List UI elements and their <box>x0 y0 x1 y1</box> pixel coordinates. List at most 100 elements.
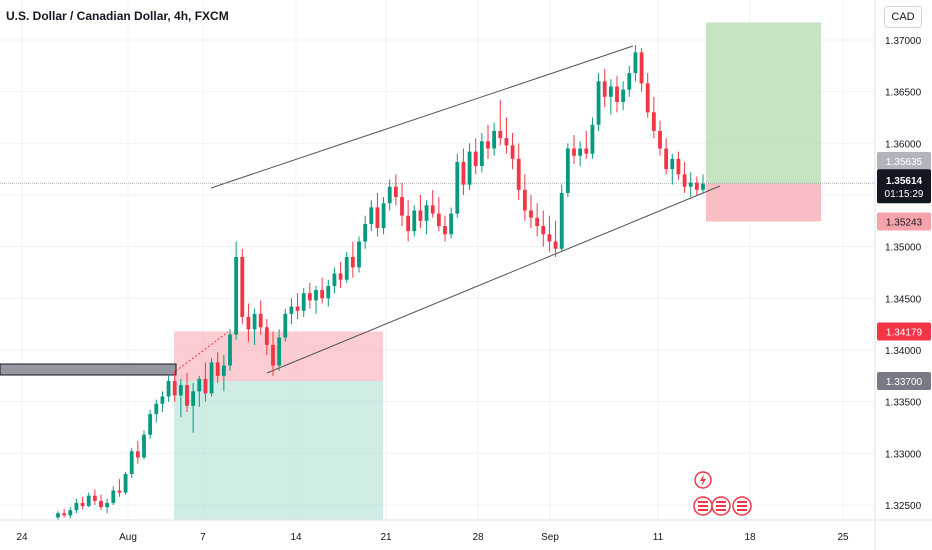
candle-body <box>92 495 97 501</box>
candle-body <box>332 273 337 286</box>
candle-body <box>572 148 576 156</box>
candle-body <box>664 148 669 170</box>
candle-body <box>160 396 165 404</box>
candle-body <box>197 378 202 392</box>
candle-body <box>295 306 300 311</box>
candle-body <box>596 81 601 125</box>
candle-body <box>621 89 626 102</box>
countdown-label: 01:15:29 <box>885 189 924 200</box>
flag-stripe <box>737 509 747 511</box>
x-tick-label: 11 <box>653 532 664 543</box>
flag-stripe <box>698 501 708 503</box>
candle-body <box>553 241 558 249</box>
candle-body <box>633 52 638 74</box>
price-label-badge <box>877 212 931 231</box>
flag-stripe <box>716 509 726 511</box>
flag-stripe <box>716 501 726 503</box>
candle-body <box>584 148 589 154</box>
candle-body <box>694 182 699 190</box>
candle-body <box>682 174 687 187</box>
candle-body <box>670 158 675 170</box>
candle-body <box>80 502 85 507</box>
candle-body <box>418 210 423 221</box>
candle-body <box>264 327 269 345</box>
candle-body <box>320 290 325 299</box>
support-zone <box>0 363 177 376</box>
candle-body <box>148 414 153 435</box>
candle-body <box>443 226 447 235</box>
last-price-label: 1.35614 <box>886 176 923 187</box>
candle-body <box>461 161 466 185</box>
candle-body <box>375 207 380 229</box>
candle-body <box>615 86 619 102</box>
y-tick-label: 1.32500 <box>885 501 922 512</box>
candle-body <box>215 362 220 376</box>
candle-body <box>455 161 460 214</box>
x-tick-label: 18 <box>744 532 756 543</box>
candle-body <box>504 138 509 146</box>
candle-body <box>541 226 546 235</box>
candle-body <box>357 241 361 268</box>
x-tick-label: 14 <box>290 532 302 543</box>
candle-body <box>535 217 540 226</box>
x-tick-label: 7 <box>200 532 206 543</box>
candle-body <box>252 313 257 330</box>
candle-body <box>314 290 318 301</box>
currency-button[interactable]: CAD <box>884 6 922 28</box>
candle-body <box>271 344 275 366</box>
candle-body <box>522 189 527 211</box>
candle-body <box>449 213 454 235</box>
candle-body <box>424 205 429 221</box>
candle-body <box>301 293 306 311</box>
candle-body <box>344 257 349 280</box>
stop-loss-label: 1.35243 <box>886 218 923 229</box>
candle-body <box>479 141 484 167</box>
x-tick-label: 21 <box>380 532 392 543</box>
candle-body <box>307 293 312 301</box>
y-tick-label: 1.35000 <box>885 243 922 254</box>
candle-body <box>467 151 472 185</box>
candle-body <box>516 158 521 190</box>
candle-body <box>172 381 177 396</box>
candle-body <box>68 510 73 516</box>
x-tick-label: Aug <box>119 532 137 543</box>
candle-body <box>590 124 595 154</box>
candle-body <box>498 130 503 139</box>
candle-body <box>62 513 67 516</box>
long-stop-zone <box>706 183 821 222</box>
candle-body <box>240 257 245 317</box>
candle-body <box>56 513 60 518</box>
candle-body <box>191 391 196 406</box>
candle-body <box>393 186 398 198</box>
candle-body <box>412 210 417 232</box>
y-tick-label: 1.33500 <box>885 398 922 409</box>
candle-body <box>129 451 134 474</box>
candle-body <box>258 313 263 328</box>
price-label-badge <box>877 372 931 390</box>
candle-body <box>510 145 515 159</box>
x-tick-label: 24 <box>16 532 28 543</box>
y-tick-label: 1.34500 <box>885 294 922 305</box>
flag-stripe <box>698 505 708 507</box>
candle-body <box>436 213 441 226</box>
flag-stripe <box>737 505 747 507</box>
candle-body <box>86 495 91 507</box>
candle-body <box>651 112 656 131</box>
candle-body <box>406 215 411 232</box>
candle-body <box>608 86 613 97</box>
x-tick-label: 28 <box>472 532 484 543</box>
candle-body <box>277 337 282 366</box>
candle-body <box>639 52 644 84</box>
candle-body <box>228 334 232 366</box>
candle-body <box>387 186 392 204</box>
candle-body <box>602 81 607 97</box>
flag-stripe <box>716 505 726 507</box>
y-tick-label: 1.36500 <box>885 88 922 99</box>
long-target-zone <box>706 22 821 184</box>
take-profit-label: 1.35635 <box>886 157 923 168</box>
candle-body <box>154 403 159 415</box>
flag-stripe <box>698 509 708 511</box>
candle-body <box>142 434 146 458</box>
candle-body <box>473 151 478 167</box>
